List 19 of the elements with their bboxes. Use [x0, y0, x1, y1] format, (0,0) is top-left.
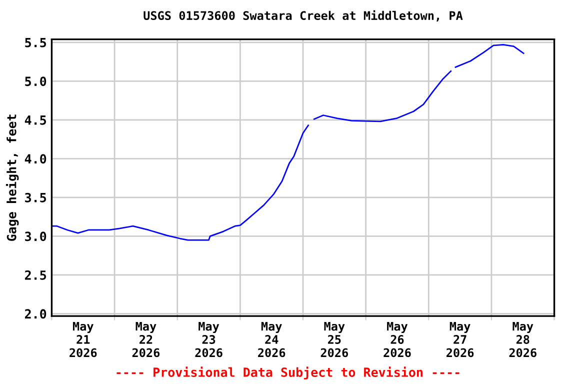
y-tick-label: 3.5 — [25, 192, 46, 202]
y-tick-label: 4.0 — [24, 154, 46, 164]
x-tick-label: May 23 2026 — [195, 322, 222, 358]
x-tick-label: May 26 2026 — [384, 322, 411, 358]
y-tick-label: 5.5 — [25, 38, 46, 48]
chart-title: USGS 01573600 Swatara Creek at Middletown, PA — [144, 10, 463, 22]
y-tick-label: 5.0 — [25, 76, 46, 86]
x-tick-label: May 27 2026 — [446, 322, 474, 358]
x-tick-label: May 22 2026 — [132, 322, 160, 358]
text: ---- Provisional Data Subject to Revision ---- — [116, 366, 460, 380]
x-tick-label: May 21 2026 — [70, 322, 97, 358]
y-tick-label: 2.5 — [24, 270, 46, 280]
y-tick-label: 3.0 — [25, 232, 46, 242]
x-tick-label: May 28 2026 — [509, 322, 536, 358]
y-axis-title: Gage height, feet — [6, 114, 19, 241]
x-tick-label: May 25 2026 — [320, 322, 348, 358]
x-tick-label: May 24 2026 — [258, 322, 286, 358]
y-tick-label: 4.5 — [24, 116, 46, 125]
y-tick-label: 2.0 — [24, 309, 46, 319]
